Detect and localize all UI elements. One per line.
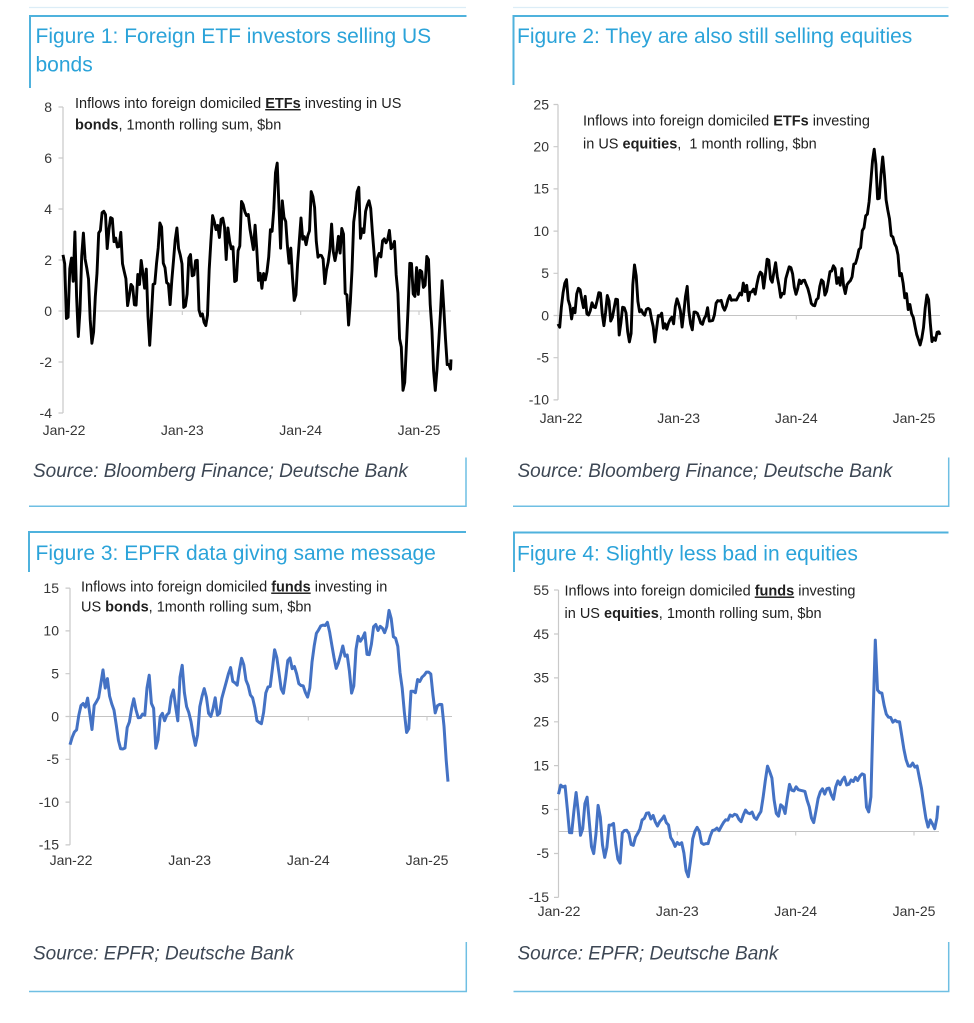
svg-text:Source: EPFR; Deutsche Bank: Source: EPFR; Deutsche Bank (518, 944, 780, 965)
svg-text:US bonds, 1month rolling sum,: US bonds, 1month rolling sum, $bn (81, 600, 311, 616)
svg-text:Jan-22: Jan-22 (43, 422, 86, 438)
svg-text:Jan-25: Jan-25 (893, 903, 936, 919)
svg-text:-4: -4 (40, 405, 53, 421)
svg-text:Jan-24: Jan-24 (279, 422, 322, 438)
svg-text:Jan-24: Jan-24 (775, 410, 818, 426)
svg-text:Inflows into foreign domiciled: Inflows into foreign domiciled ETFs inve… (583, 114, 870, 130)
svg-text:15: 15 (533, 181, 549, 197)
svg-text:-10: -10 (529, 392, 549, 408)
svg-text:Jan-22: Jan-22 (50, 852, 93, 868)
svg-text:55: 55 (533, 582, 549, 598)
svg-text:Jan-24: Jan-24 (287, 852, 330, 868)
svg-text:in US equities, 1 month rolli: in US equities, 1 month rolling, $bn (583, 137, 817, 153)
svg-text:8: 8 (44, 99, 52, 115)
svg-text:Jan-23: Jan-23 (656, 903, 699, 919)
svg-text:Figure 3: EPFR data giving sam: Figure 3: EPFR data giving same message (36, 542, 436, 565)
svg-text:-5: -5 (47, 751, 60, 767)
svg-text:Jan-23: Jan-23 (168, 852, 211, 868)
svg-text:6: 6 (44, 150, 52, 166)
svg-text:bonds: bonds (36, 54, 93, 77)
svg-text:Inflows into foreign domiciled: Inflows into foreign domiciled ETFs inve… (75, 96, 401, 112)
svg-text:Source: Bloomberg Finance; Deu: Source: Bloomberg Finance; Deutsche Bank (33, 461, 409, 482)
svg-text:Figure 1: Foreign ETF investor: Figure 1: Foreign ETF investors selling … (36, 25, 432, 48)
svg-text:-5: -5 (537, 350, 550, 366)
svg-text:Jan-25: Jan-25 (398, 422, 441, 438)
svg-text:10: 10 (43, 623, 59, 639)
svg-text:-15: -15 (529, 889, 549, 905)
svg-text:35: 35 (533, 670, 549, 686)
svg-text:Inflows into foreign domiciled: Inflows into foreign domiciled funds inv… (81, 580, 387, 596)
svg-text:Jan-22: Jan-22 (538, 903, 581, 919)
svg-text:Jan-25: Jan-25 (406, 852, 449, 868)
svg-text:0: 0 (541, 307, 549, 323)
svg-text:Source: EPFR; Deutsche Bank: Source: EPFR; Deutsche Bank (33, 944, 295, 965)
svg-text:-5: -5 (537, 845, 550, 861)
svg-text:Jan-23: Jan-23 (657, 410, 700, 426)
svg-text:in US equities, 1month rolling: in US equities, 1month rolling sum, $bn (565, 606, 822, 622)
svg-text:0: 0 (44, 303, 52, 319)
svg-text:Figure 4: Slightly less bad in: Figure 4: Slightly less bad in equities (517, 543, 858, 566)
svg-text:15: 15 (533, 757, 549, 773)
svg-text:25: 25 (533, 714, 549, 730)
svg-text:Inflows into foreign domiciled: Inflows into foreign domiciled funds inv… (565, 584, 856, 600)
svg-text:Figure 2: They are also still: Figure 2: They are also still selling eq… (517, 25, 912, 48)
svg-text:Source: Bloomberg Finance; Deu: Source: Bloomberg Finance; Deutsche Bank (518, 461, 894, 482)
svg-text:bonds, 1month rolling sum, $bn: bonds, 1month rolling sum, $bn (75, 118, 281, 134)
svg-text:Jan-23: Jan-23 (161, 422, 204, 438)
svg-text:5: 5 (51, 666, 59, 682)
svg-text:4: 4 (44, 201, 52, 217)
svg-text:Jan-24: Jan-24 (774, 903, 817, 919)
svg-text:10: 10 (533, 223, 549, 239)
svg-text:5: 5 (541, 265, 549, 281)
svg-text:-2: -2 (40, 354, 53, 370)
svg-text:20: 20 (533, 139, 549, 155)
svg-text:0: 0 (51, 708, 59, 724)
svg-text:-15: -15 (39, 837, 59, 853)
svg-text:5: 5 (541, 801, 549, 817)
svg-text:-10: -10 (39, 794, 59, 810)
svg-text:25: 25 (533, 96, 549, 112)
svg-text:45: 45 (533, 626, 549, 642)
svg-text:Jan-22: Jan-22 (540, 410, 583, 426)
svg-text:2: 2 (44, 252, 52, 268)
svg-text:15: 15 (43, 580, 59, 596)
svg-text:Jan-25: Jan-25 (893, 410, 936, 426)
